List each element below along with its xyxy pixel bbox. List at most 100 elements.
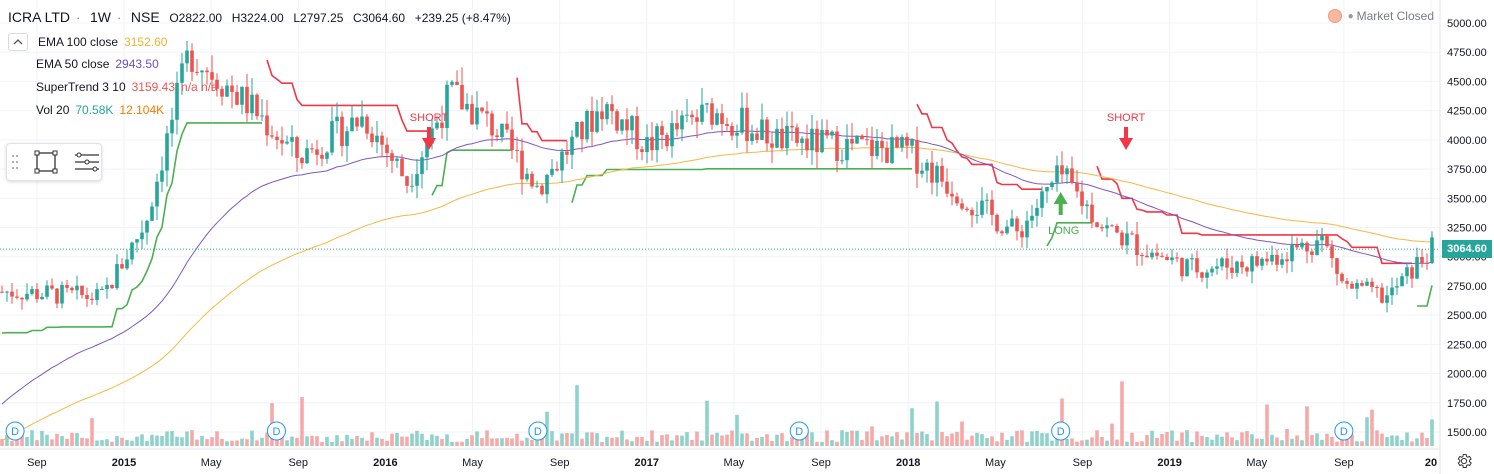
y-tick-label: 4500.00 (1447, 76, 1487, 88)
drag-handle-icon[interactable] (11, 152, 19, 172)
volume-bar (385, 440, 389, 446)
volume-bar (485, 430, 489, 446)
candle-body (255, 94, 259, 117)
volume-bar (80, 437, 84, 446)
candle (1145, 244, 1149, 258)
dividend-icon[interactable]: D (789, 421, 809, 441)
dividend-icon[interactable]: D (266, 421, 286, 441)
volume-bar (1195, 431, 1199, 446)
signal-label: SHORT (410, 112, 449, 124)
volume-bar (530, 439, 534, 446)
volume-bar (1180, 432, 1184, 446)
volume-bar (825, 430, 829, 446)
volume-bar (1425, 437, 1429, 446)
candle-body (590, 110, 594, 132)
y-tick-label: 1500.00 (1447, 427, 1487, 439)
ohlc-change: +239.25 (+8.47%) (414, 11, 511, 25)
candle (100, 286, 104, 291)
candle (1095, 221, 1099, 228)
candle (145, 219, 149, 245)
rectangle-icon[interactable] (33, 149, 59, 175)
candle-body (900, 136, 904, 148)
volume-bar (585, 432, 589, 446)
dividend-icon[interactable]: D (528, 421, 548, 441)
dividend-icon[interactable]: D (5, 421, 25, 441)
candle-body (855, 135, 859, 144)
volume-bar (365, 440, 369, 446)
volume-bar (1025, 441, 1029, 446)
symbol-name[interactable]: ICRA LTD (8, 9, 70, 25)
candle-body (945, 181, 949, 194)
volume-bar (310, 435, 314, 446)
candle (325, 151, 329, 164)
volume-bar (1210, 439, 1214, 446)
candle (590, 96, 594, 146)
candle-body (75, 285, 79, 291)
volume-bar (755, 438, 759, 446)
volume-bar (915, 432, 919, 446)
candle (1360, 280, 1364, 287)
indicator-volume[interactable]: Vol 20 70.58K 12.104K (36, 99, 164, 121)
candle (505, 111, 509, 133)
candle-body (500, 123, 504, 138)
candle (1135, 222, 1139, 266)
candle (860, 134, 864, 140)
candle (1105, 217, 1109, 238)
gear-icon[interactable] (1455, 452, 1473, 470)
volume-bar (575, 385, 579, 446)
volume-bar (175, 436, 179, 446)
volume-bar (125, 440, 129, 446)
candle-body (350, 117, 354, 132)
x-tick-label: 2018 (896, 457, 920, 469)
dividend-icon[interactable]: D (1334, 421, 1354, 441)
y-tick-label: 2000.00 (1447, 369, 1487, 381)
candle-body (690, 114, 694, 118)
candle-body (155, 181, 159, 207)
indicator-ema100[interactable]: EMA 100 close 3152.60 (8, 31, 167, 53)
lines-icon[interactable] (73, 149, 101, 175)
candle-body (25, 293, 29, 300)
volume-bar (1415, 438, 1419, 446)
candle (920, 162, 924, 178)
candle-body (865, 139, 869, 141)
volume-bar (995, 441, 999, 446)
volume-bar (1380, 433, 1384, 446)
candle (1090, 192, 1094, 229)
volume-bar (850, 430, 854, 446)
candle (1030, 204, 1034, 229)
interval[interactable]: 1W (89, 9, 111, 25)
chevron-up-icon[interactable] (8, 33, 28, 51)
candle-body (745, 107, 749, 142)
candle-body (875, 140, 879, 156)
volume-bar (620, 430, 624, 446)
indicator-supertrend[interactable]: SuperTrend 3 10 3159.43 n/a n/a (36, 76, 218, 98)
candle (970, 207, 974, 228)
candle (420, 151, 424, 189)
candle (180, 53, 184, 95)
candle-body (435, 122, 439, 129)
candle-body (1230, 267, 1234, 273)
candle-body (1025, 220, 1029, 238)
candle (595, 99, 599, 134)
candle (285, 135, 289, 145)
volume-bar (625, 439, 629, 446)
dividend-icon[interactable]: D (1051, 421, 1071, 441)
symbol-header: ICRA LTD · 1W · NSE O2822.00 H3224.00 L279… (8, 9, 511, 25)
volume-bar (1275, 437, 1279, 446)
volume-bar (190, 430, 194, 446)
volume-bar (250, 430, 254, 446)
y-tick-label: 4750.00 (1447, 47, 1487, 59)
candle-body (495, 135, 499, 138)
candle-body (765, 119, 769, 144)
volume-bar (810, 432, 814, 446)
candle (655, 123, 659, 163)
volume-bar (595, 433, 599, 446)
volume-bar (970, 435, 974, 446)
volume-bar (55, 433, 59, 446)
candle (385, 137, 389, 167)
drawing-toolbar[interactable] (6, 143, 102, 181)
candle (155, 173, 159, 221)
volume-bar (890, 436, 894, 446)
indicator-ema50[interactable]: EMA 50 close 2943.50 (36, 53, 159, 75)
